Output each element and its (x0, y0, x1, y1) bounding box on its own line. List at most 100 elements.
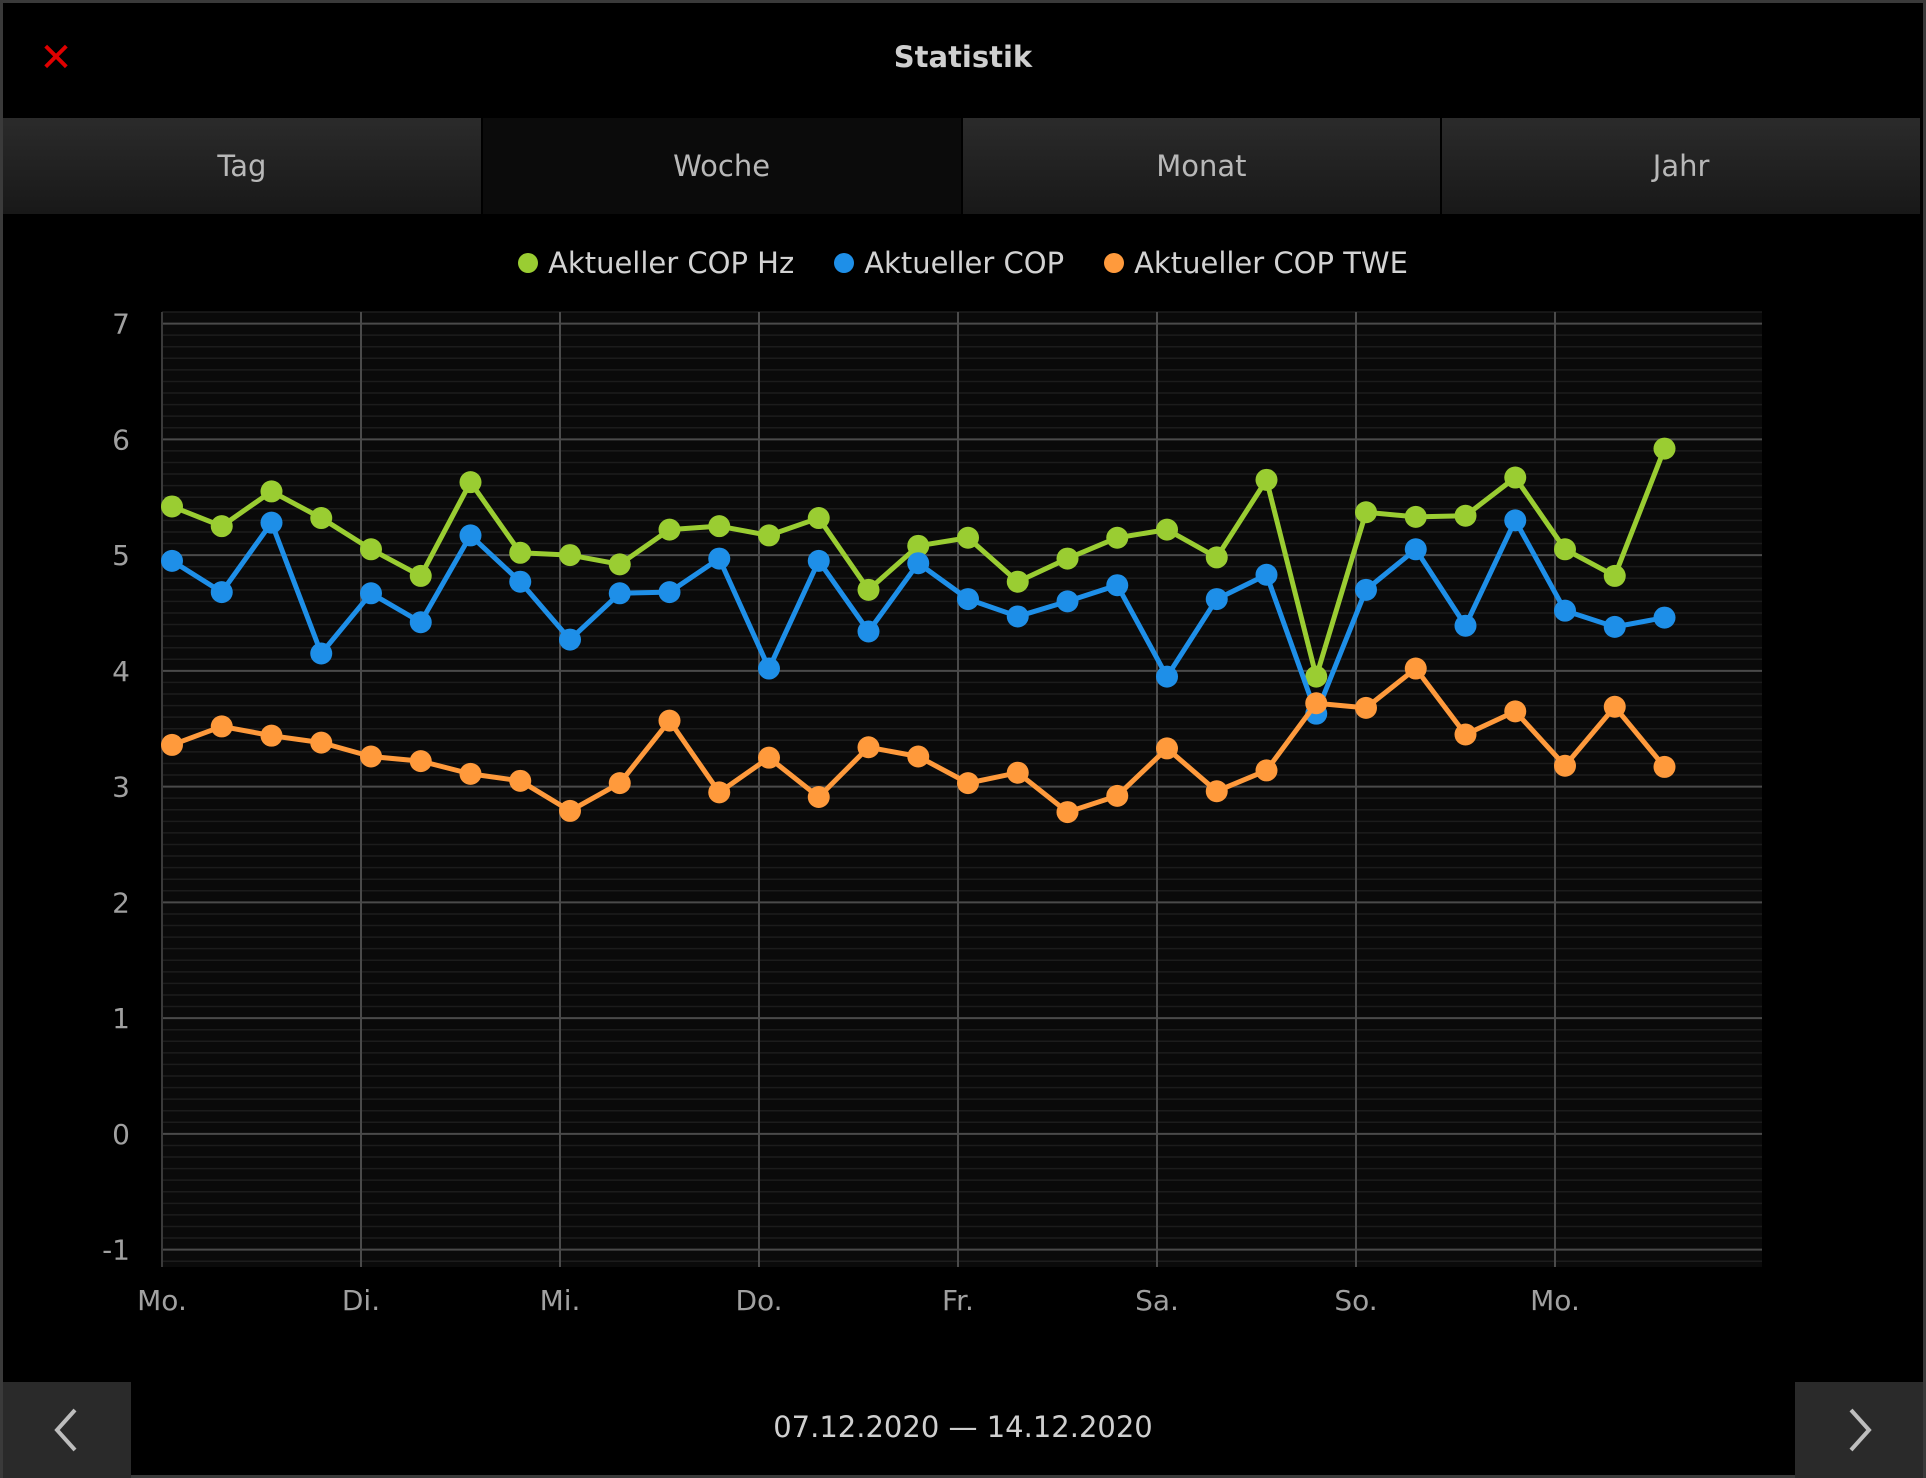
data-point-1 (857, 620, 880, 643)
data-point-1 (907, 552, 930, 575)
data-point-2 (658, 709, 681, 732)
data-point-1 (608, 582, 631, 605)
data-point-0 (260, 480, 283, 503)
data-point-2 (310, 731, 333, 754)
data-point-2 (1653, 755, 1676, 778)
data-point-2 (1603, 695, 1626, 718)
x-tick-label: Mo. (137, 1284, 187, 1317)
data-point-2 (1305, 692, 1328, 715)
data-point-0 (161, 495, 183, 518)
y-tick-label: 7 (112, 308, 130, 341)
data-point-0 (1404, 505, 1427, 528)
data-point-0 (1504, 466, 1527, 489)
x-tick-label: So. (1334, 1284, 1377, 1317)
data-point-1 (1504, 509, 1527, 532)
legend-item-cop[interactable]: Aktueller COP (834, 246, 1064, 280)
data-point-0 (409, 564, 432, 587)
y-tick-label: 2 (112, 886, 130, 919)
y-tick-label: 3 (112, 771, 130, 804)
data-point-1 (1106, 574, 1129, 597)
legend-item-cop-hz[interactable]: Aktueller COP Hz (518, 246, 794, 280)
x-tick-label: Mi. (540, 1284, 581, 1317)
data-point-2 (1404, 657, 1427, 680)
data-point-0 (907, 534, 930, 557)
data-point-0 (708, 515, 731, 538)
data-point-0 (1006, 570, 1029, 593)
data-point-2 (409, 750, 432, 773)
data-point-1 (807, 549, 830, 572)
data-point-0 (310, 507, 333, 530)
data-point-2 (708, 781, 731, 804)
legend-dot-blue (834, 253, 855, 273)
data-point-0 (1554, 538, 1576, 561)
data-point-1 (1205, 588, 1228, 611)
data-point-1 (1056, 590, 1079, 613)
data-point-2 (608, 772, 631, 795)
tab-week[interactable]: Woche (482, 118, 963, 214)
data-point-2 (1255, 759, 1278, 782)
data-point-0 (1106, 526, 1129, 549)
y-tick-label: 1 (112, 1002, 130, 1035)
data-point-0 (807, 507, 830, 530)
data-point-2 (1006, 761, 1029, 784)
data-point-0 (1255, 468, 1278, 491)
data-point-2 (807, 786, 830, 809)
x-tick-label: Sa. (1135, 1284, 1179, 1317)
data-point-1 (559, 628, 581, 651)
data-point-2 (957, 772, 979, 795)
data-point-0 (608, 553, 631, 576)
legend-label-cop-twe: Aktueller COP TWE (1134, 246, 1408, 280)
data-point-2 (1355, 696, 1377, 719)
cop-line-chart: -1 0 1 2 3 4 5 6 7 Mo. Di. Mi. Do. Fr. Sa. So. Mo. (102, 308, 1762, 1317)
legend-dot-green (518, 253, 539, 273)
data-point-2 (559, 799, 581, 822)
chart-legend: Aktueller COP Hz Aktueller COP Aktueller… (0, 246, 1926, 280)
prev-week-button[interactable] (3, 1382, 131, 1478)
data-point-1 (260, 511, 283, 534)
data-point-2 (1106, 784, 1129, 807)
data-point-2 (1156, 737, 1178, 760)
next-week-button[interactable] (1795, 1382, 1923, 1478)
legend-dot-orange (1104, 253, 1125, 273)
data-point-1 (1255, 563, 1278, 586)
data-point-0 (1056, 547, 1079, 570)
data-point-0 (1305, 665, 1328, 688)
data-point-1 (409, 611, 432, 634)
data-point-2 (1056, 801, 1079, 824)
legend-label-cop-hz: Aktueller COP Hz (548, 246, 795, 280)
data-point-0 (1603, 564, 1626, 587)
data-point-0 (559, 544, 581, 567)
data-point-1 (459, 524, 482, 547)
tab-month[interactable]: Monat (962, 118, 1443, 214)
data-point-0 (957, 526, 979, 549)
data-point-2 (210, 715, 233, 738)
chevron-right-icon (1849, 1408, 1872, 1452)
data-point-0 (360, 538, 382, 561)
data-point-1 (758, 657, 780, 680)
data-point-2 (1205, 780, 1228, 803)
data-point-2 (459, 762, 482, 785)
y-tick-label: 0 (112, 1118, 130, 1151)
y-tick-label: -1 (102, 1234, 130, 1267)
data-point-0 (758, 524, 780, 547)
data-point-0 (1653, 437, 1676, 460)
close-icon[interactable]: ✕ (39, 35, 73, 81)
x-tick-label: Mo. (1530, 1284, 1580, 1317)
data-point-1 (161, 549, 183, 572)
x-tick-label: Di. (342, 1284, 380, 1317)
data-point-2 (758, 746, 780, 769)
tab-year[interactable]: Jahr (1442, 118, 1920, 214)
period-tabs: Tag Woche Monat Jahr (3, 118, 1920, 214)
tab-day[interactable]: Tag (3, 118, 483, 214)
data-point-2 (260, 724, 283, 747)
data-point-2 (161, 733, 183, 756)
data-point-1 (1554, 599, 1576, 622)
data-point-1 (1156, 665, 1178, 688)
data-point-0 (1454, 504, 1477, 527)
data-point-2 (907, 745, 930, 768)
data-point-2 (360, 745, 382, 768)
data-point-2 (1504, 700, 1527, 723)
data-point-0 (210, 515, 233, 538)
data-point-1 (1454, 614, 1477, 637)
legend-item-cop-twe[interactable]: Aktueller COP TWE (1104, 246, 1408, 280)
